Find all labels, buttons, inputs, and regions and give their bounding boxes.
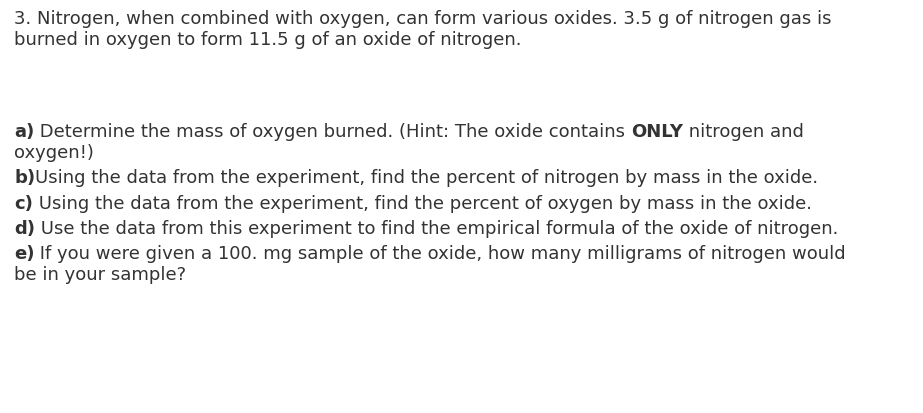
Text: If you were given a 100. mg sample of the oxide, how many milligrams of nitrogen: If you were given a 100. mg sample of th… (34, 244, 846, 263)
Text: oxygen!): oxygen!) (14, 144, 94, 162)
Text: b): b) (14, 169, 35, 187)
Text: 3. Nitrogen, when combined with oxygen, can form various oxides. 3.5 g of nitrog: 3. Nitrogen, when combined with oxygen, … (14, 10, 832, 28)
Text: nitrogen and: nitrogen and (683, 123, 804, 140)
Text: ONLY: ONLY (631, 123, 683, 140)
Text: be in your sample?: be in your sample? (14, 266, 186, 284)
Text: d): d) (14, 219, 35, 237)
Text: Using the data from the experiment, find the percent of nitrogen by mass in the : Using the data from the experiment, find… (35, 169, 819, 187)
Text: a): a) (14, 123, 34, 140)
Text: burned in oxygen to form 11.5 g of an oxide of nitrogen.: burned in oxygen to form 11.5 g of an ox… (14, 31, 521, 49)
Text: Using the data from the experiment, find the percent of oxygen by mass in the ox: Using the data from the experiment, find… (33, 194, 812, 212)
Text: e): e) (14, 244, 34, 263)
Text: Determine the mass of oxygen burned. (Hint: The oxide contains: Determine the mass of oxygen burned. (Hi… (34, 123, 631, 140)
Text: c): c) (14, 194, 33, 212)
Text: Use the data from this experiment to find the empirical formula of the oxide of : Use the data from this experiment to fin… (35, 219, 838, 237)
